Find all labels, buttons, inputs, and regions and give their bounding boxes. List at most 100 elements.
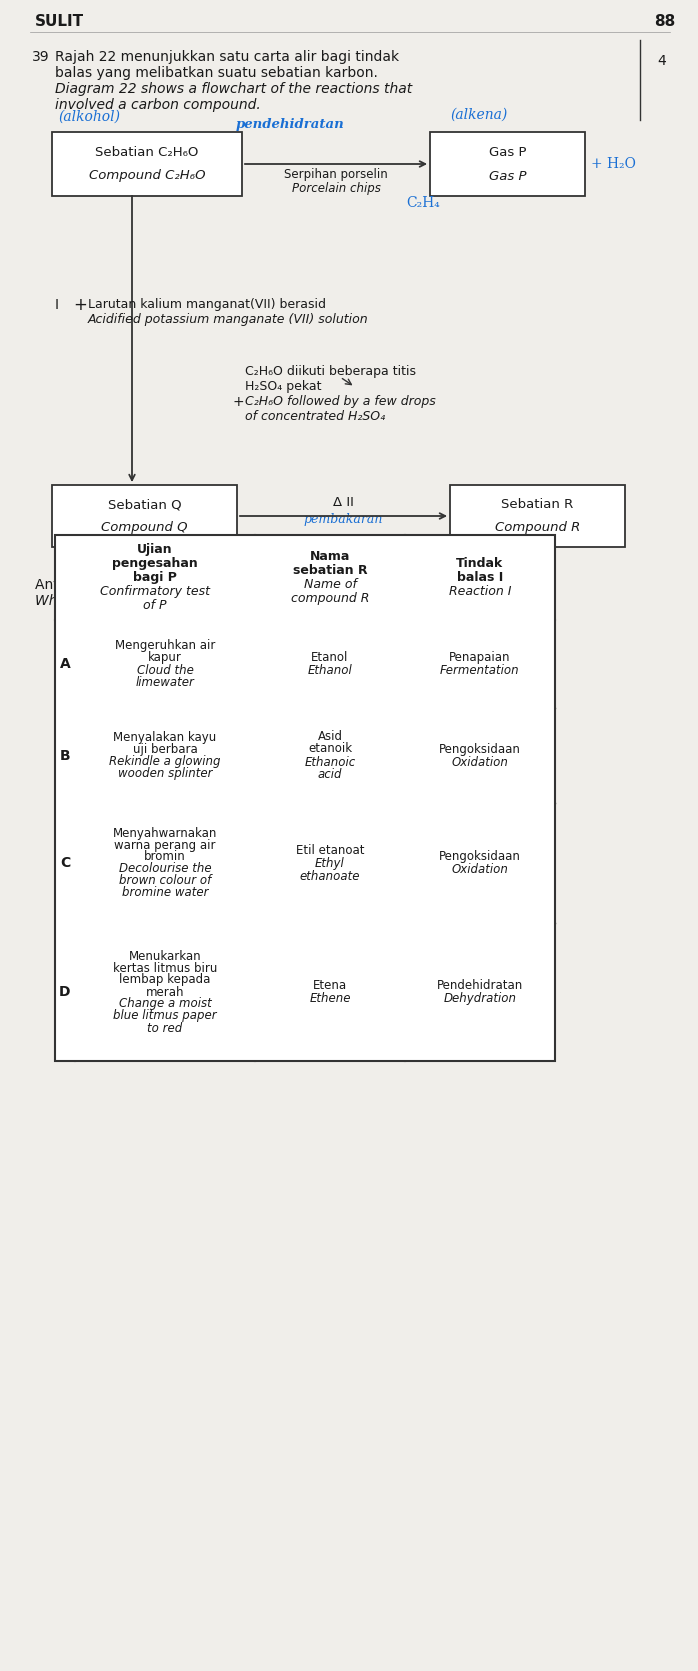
Text: Decolourise the: Decolourise the: [119, 862, 211, 876]
Text: balas yang melibatkan suatu sebatian karbon.: balas yang melibatkan suatu sebatian kar…: [55, 65, 378, 80]
Text: Etena: Etena: [313, 979, 347, 993]
Text: acid: acid: [318, 769, 342, 782]
Text: Pendehidratan: Pendehidratan: [437, 979, 523, 993]
Text: to red: to red: [147, 1021, 183, 1034]
Text: Compound Q: Compound Q: [101, 520, 188, 533]
Text: Menukarkan: Menukarkan: [128, 949, 201, 962]
Text: C₂H₆O followed by a few drops: C₂H₆O followed by a few drops: [245, 394, 436, 408]
Text: pengesahan: pengesahan: [112, 556, 198, 570]
Text: ethanoate: ethanoate: [299, 869, 360, 882]
Text: Etanol: Etanol: [311, 652, 349, 663]
Text: Menyalakan kayu: Menyalakan kayu: [113, 730, 216, 744]
Text: Name of: Name of: [304, 578, 357, 592]
Text: 88: 88: [654, 15, 675, 30]
Text: Rajah 22: Rajah 22: [316, 555, 371, 568]
Text: warna perang air: warna perang air: [114, 839, 216, 852]
Text: Ethyl: Ethyl: [315, 857, 345, 869]
Text: SULIT: SULIT: [35, 15, 84, 30]
Text: Rajah 22 menunjukkan satu carta alir bagi tindak: Rajah 22 menunjukkan satu carta alir bag…: [55, 50, 399, 63]
Text: (alkena): (alkena): [450, 109, 507, 122]
Text: B: B: [60, 749, 70, 762]
Text: involved a carbon compound.: involved a carbon compound.: [55, 99, 261, 112]
Text: Pengoksidaan: Pengoksidaan: [439, 742, 521, 755]
Text: Compound C₂H₆O: Compound C₂H₆O: [89, 169, 205, 182]
Text: C₂H₆O diikuti beberapa titis: C₂H₆O diikuti beberapa titis: [245, 364, 416, 378]
Text: I: I: [55, 297, 59, 312]
Text: Ethene: Ethene: [309, 993, 351, 1004]
Text: Fermentation: Fermentation: [440, 663, 520, 677]
Text: Sebatian Q: Sebatian Q: [107, 498, 181, 511]
Text: Pengoksidaan: Pengoksidaan: [439, 851, 521, 862]
Text: etanoik: etanoik: [308, 742, 352, 755]
Text: Diagram 22 shows a flowchart of the reactions that: Diagram 22 shows a flowchart of the reac…: [55, 82, 413, 95]
Text: D: D: [59, 984, 70, 999]
Text: of concentrated H₂SO₄: of concentrated H₂SO₄: [245, 409, 385, 423]
Text: pembakaran: pembakaran: [304, 513, 383, 526]
Text: Nama: Nama: [310, 550, 350, 563]
Text: Ethanol: Ethanol: [308, 663, 352, 677]
Text: H₂SO₄ pekat: H₂SO₄ pekat: [245, 379, 322, 393]
Text: Ujian: Ujian: [138, 543, 173, 556]
Text: Antara yang berikut, padanan manakah yang betul?: Antara yang berikut, padanan manakah yan…: [35, 578, 399, 592]
Text: A: A: [59, 657, 70, 672]
Text: Confirmatory test: Confirmatory test: [100, 585, 210, 598]
Text: Diagram 22: Diagram 22: [306, 570, 380, 582]
Text: wooden splinter: wooden splinter: [118, 767, 212, 780]
Text: Asid: Asid: [318, 730, 343, 742]
Text: Sebatian C₂H₆O: Sebatian C₂H₆O: [96, 145, 199, 159]
Text: Gas P: Gas P: [489, 169, 526, 182]
Text: C: C: [60, 856, 70, 871]
Text: + H₂O: + H₂O: [591, 157, 636, 170]
Text: bromin: bromin: [144, 851, 186, 864]
Text: Change a moist: Change a moist: [119, 998, 211, 1011]
Text: Tindak: Tindak: [456, 556, 504, 570]
Text: 39: 39: [32, 50, 50, 63]
Bar: [450, 485, 625, 546]
Text: (alkohol): (alkohol): [58, 110, 120, 124]
Text: uji berbara: uji berbara: [133, 744, 198, 755]
Text: Dehydration: Dehydration: [443, 993, 517, 1004]
Text: of P: of P: [143, 598, 167, 612]
Bar: [430, 132, 585, 196]
Text: Menyahwarnakan: Menyahwarnakan: [113, 827, 217, 839]
Text: Larutan kalium manganat(VII) berasid: Larutan kalium manganat(VII) berasid: [88, 297, 326, 311]
Text: alkohol: alkohol: [54, 551, 100, 565]
Text: Δ II: Δ II: [333, 496, 354, 508]
Text: Ethanoic: Ethanoic: [304, 755, 355, 769]
Text: compound R: compound R: [291, 592, 369, 605]
Text: Acidified potassium manganate (VII) solution: Acidified potassium manganate (VII) solu…: [88, 312, 369, 326]
Text: kertas litmus biru: kertas litmus biru: [113, 961, 217, 974]
Text: sebatian R: sebatian R: [292, 565, 367, 576]
Text: pendehidratan: pendehidratan: [236, 119, 344, 130]
Text: Compound R: Compound R: [495, 520, 580, 533]
Bar: [52, 132, 242, 196]
Text: merah: merah: [146, 986, 184, 999]
Text: brown colour of: brown colour of: [119, 874, 211, 887]
Text: lembap kepada: lembap kepada: [119, 974, 211, 986]
Text: bromine water: bromine water: [121, 887, 208, 899]
Text: Which of the following matches is correct?: Which of the following matches is correc…: [35, 593, 330, 608]
Text: Cloud the: Cloud the: [137, 663, 193, 677]
Text: balas I: balas I: [457, 571, 503, 583]
Text: Sebatian R: Sebatian R: [501, 498, 574, 511]
Text: 4: 4: [658, 53, 667, 69]
Text: Etil etanoat: Etil etanoat: [296, 844, 364, 857]
Text: Gas P: Gas P: [489, 145, 526, 159]
Text: Rekindle a glowing: Rekindle a glowing: [110, 755, 221, 769]
Text: Oxidation: Oxidation: [452, 862, 508, 876]
Bar: [52, 485, 237, 546]
Text: blue litmus paper: blue litmus paper: [113, 1009, 217, 1023]
Text: +: +: [233, 394, 244, 409]
Text: Mengeruhkan air: Mengeruhkan air: [114, 640, 215, 652]
Text: Serpihan porselin: Serpihan porselin: [284, 169, 388, 180]
Text: Oxidation: Oxidation: [452, 755, 508, 769]
Text: +: +: [73, 296, 87, 314]
Text: Porcelain chips: Porcelain chips: [292, 182, 380, 196]
Text: bagi P: bagi P: [133, 571, 177, 583]
Text: kapur: kapur: [148, 652, 182, 665]
Text: limewater: limewater: [135, 675, 195, 688]
Text: C₂H₄: C₂H₄: [406, 196, 440, 211]
Text: Penapaian: Penapaian: [450, 652, 511, 663]
Bar: [55, 535, 555, 1061]
Text: Reaction I: Reaction I: [449, 585, 511, 598]
